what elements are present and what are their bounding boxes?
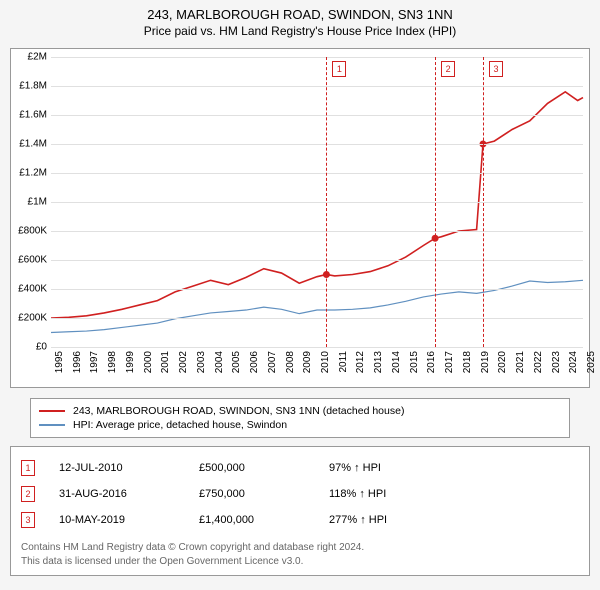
event-marker-box: 2 xyxy=(441,61,455,77)
credit-line: This data is licensed under the Open Gov… xyxy=(21,555,579,569)
credit-text: Contains HM Land Registry data © Crown c… xyxy=(21,541,579,569)
x-axis-label: 2007 xyxy=(267,351,278,373)
events-panel: 1 12-JUL-2010£500,00097% ↑ HPI 2 31-AUG-201… xyxy=(10,446,590,576)
x-axis-label: 2012 xyxy=(355,351,366,373)
chart-title: 243, MARLBOROUGH ROAD, SWINDON, SN3 1NN xyxy=(0,0,600,22)
event-number: 2 xyxy=(21,486,35,502)
event-vline xyxy=(483,57,484,347)
legend: 243, MARLBOROUGH ROAD, SWINDON, SN3 1NN … xyxy=(30,398,570,438)
y-axis-label: £2M xyxy=(28,52,47,63)
y-axis-label: £200K xyxy=(18,313,47,324)
y-axis-label: £1.8M xyxy=(19,81,47,92)
x-axis-label: 1995 xyxy=(54,351,65,373)
x-axis-label: 2009 xyxy=(302,351,313,373)
x-axis-label: 2017 xyxy=(444,351,455,373)
event-row: 2 31-AUG-2016£750,000118% ↑ HPI xyxy=(21,481,579,507)
event-row: 3 10-MAY-2019£1,400,000277% ↑ HPI xyxy=(21,507,579,533)
x-axis-label: 1998 xyxy=(107,351,118,373)
chart-subtitle: Price paid vs. HM Land Registry's House … xyxy=(0,22,600,38)
x-axis-label: 1996 xyxy=(72,351,83,373)
x-axis-label: 2013 xyxy=(373,351,384,373)
x-axis-label: 2025 xyxy=(586,351,597,373)
x-axis-label: 2020 xyxy=(497,351,508,373)
gridline xyxy=(51,115,583,116)
x-axis-label: 2005 xyxy=(231,351,242,373)
gridline xyxy=(51,231,583,232)
event-number: 1 xyxy=(21,460,35,476)
event-price: £750,000 xyxy=(199,488,329,500)
y-axis-label: £1.2M xyxy=(19,168,47,179)
event-row: 1 12-JUL-2010£500,00097% ↑ HPI xyxy=(21,455,579,481)
gridline xyxy=(51,173,583,174)
event-date: 31-AUG-2016 xyxy=(59,488,199,500)
gridline xyxy=(51,318,583,319)
y-axis-label: £1M xyxy=(28,197,47,208)
x-axis-label: 2001 xyxy=(160,351,171,373)
series-line xyxy=(51,92,583,318)
event-marker-box: 3 xyxy=(489,61,503,77)
chart-frame: £0 £200K £400K £600K £800K £1M £1.2M £1.4M £1.6M… xyxy=(10,48,590,388)
event-price: £1,400,000 xyxy=(199,514,329,526)
event-marker-box: 1 xyxy=(332,61,346,77)
y-axis-label: £1.6M xyxy=(19,110,47,121)
x-axis-label: 2000 xyxy=(143,351,154,373)
y-axis-label: £600K xyxy=(18,255,47,266)
credit-line: Contains HM Land Registry data © Crown c… xyxy=(21,541,579,555)
gridline xyxy=(51,202,583,203)
x-axis-label: 2014 xyxy=(391,351,402,373)
x-axis-label: 2019 xyxy=(480,351,491,373)
x-axis-label: 2006 xyxy=(249,351,260,373)
event-vline xyxy=(326,57,327,347)
gridline xyxy=(51,347,583,348)
event-price: £500,000 xyxy=(199,462,329,474)
legend-swatch xyxy=(39,424,65,426)
legend-label: 243, MARLBOROUGH ROAD, SWINDON, SN3 1NN … xyxy=(73,405,404,417)
legend-swatch xyxy=(39,410,65,412)
x-axis-label: 2023 xyxy=(551,351,562,373)
y-axis-label: £800K xyxy=(18,226,47,237)
x-axis-label: 2011 xyxy=(338,351,349,373)
x-axis-label: 2002 xyxy=(178,351,189,373)
event-hpi: 97% ↑ HPI xyxy=(329,462,579,474)
x-axis-label: 2024 xyxy=(568,351,579,373)
event-number: 3 xyxy=(21,512,35,528)
plot-area: £0£200K£400K£600K£800K£1M£1.2M£1.4M£1.6M… xyxy=(51,57,583,347)
event-date: 12-JUL-2010 xyxy=(59,462,199,474)
gridline xyxy=(51,57,583,58)
event-hpi: 118% ↑ HPI xyxy=(329,488,579,500)
chart-container: 243, MARLBOROUGH ROAD, SWINDON, SN3 1NN … xyxy=(0,0,600,590)
x-axis-label: 2004 xyxy=(214,351,225,373)
legend-label: HPI: Average price, detached house, Swin… xyxy=(73,419,287,431)
gridline xyxy=(51,86,583,87)
event-vline xyxy=(435,57,436,347)
x-axis-label: 2015 xyxy=(409,351,420,373)
x-axis-label: 1999 xyxy=(125,351,136,373)
gridline xyxy=(51,144,583,145)
x-axis-label: 2022 xyxy=(533,351,544,373)
legend-item: HPI: Average price, detached house, Swin… xyxy=(39,418,561,432)
x-axis-label: 2021 xyxy=(515,351,526,373)
x-axis-label: 2003 xyxy=(196,351,207,373)
x-axis-label: 1997 xyxy=(89,351,100,373)
y-axis-label: £400K xyxy=(18,284,47,295)
x-axis-label: 2008 xyxy=(285,351,296,373)
y-axis-label: £1.4M xyxy=(19,139,47,150)
event-date: 10-MAY-2019 xyxy=(59,514,199,526)
legend-item: 243, MARLBOROUGH ROAD, SWINDON, SN3 1NN … xyxy=(39,404,561,418)
x-axis-label: 2018 xyxy=(462,351,473,373)
gridline xyxy=(51,289,583,290)
y-axis-label: £0 xyxy=(36,342,47,353)
gridline xyxy=(51,260,583,261)
x-axis-label: 2010 xyxy=(320,351,331,373)
event-hpi: 277% ↑ HPI xyxy=(329,514,579,526)
x-axis-label: 2016 xyxy=(426,351,437,373)
